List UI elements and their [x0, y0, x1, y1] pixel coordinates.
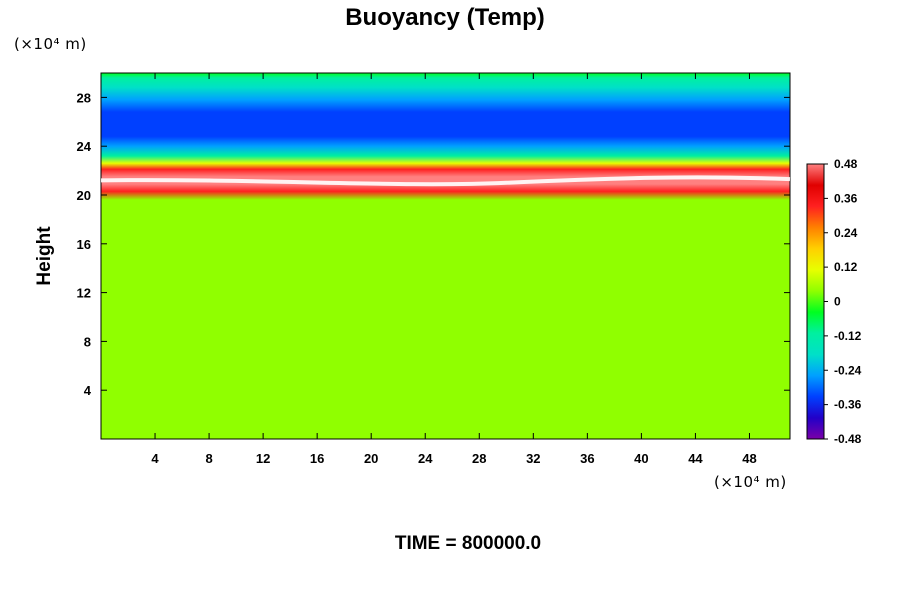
y-tick-label: 24	[77, 139, 92, 154]
time-label: TIME = 800000.0	[395, 533, 541, 554]
plot-frame	[100, 72, 791, 440]
field-bands	[100, 175, 791, 187]
x-axis: 4 8 12 16 20 24 28 32 36 40 44 48	[151, 73, 757, 466]
x-tick-label: 4	[151, 451, 159, 466]
x-tick-label: 32	[526, 451, 540, 466]
x-tick-label: 24	[418, 451, 433, 466]
y-tick-label: 8	[84, 334, 91, 349]
x-tick-label: 12	[256, 451, 270, 466]
chart-title: Buoyancy (Temp)	[345, 4, 545, 31]
y-tick-label: 4	[84, 383, 92, 398]
x-tick-label: 20	[364, 451, 378, 466]
x-tick-label: 36	[580, 451, 594, 466]
colorbar	[806, 163, 825, 440]
colorbar-tick-label: -0.24	[834, 363, 862, 377]
colorbar-ticks: 0.48 0.36 0.24 0.12 0 -0.12 -0.24 -0.36 -0.48	[824, 157, 862, 446]
colorbar-tick-label: -0.36	[834, 398, 862, 412]
y-tick-label: 20	[77, 188, 91, 203]
y-tick-label: 12	[77, 286, 91, 301]
plot-area	[101, 73, 790, 439]
colorbar-tick-label: 0.48	[834, 157, 858, 171]
x-tick-label: 44	[688, 451, 703, 466]
y-unit-label: (×10⁴ m)	[14, 35, 87, 53]
colorbar-tick-label: 0.36	[834, 191, 858, 205]
y-tick-label: 28	[77, 90, 91, 105]
x-tick-label: 28	[472, 451, 486, 466]
colorbar-tick-label: -0.48	[834, 432, 862, 446]
x-unit-label: (×10⁴ m)	[714, 473, 787, 491]
x-tick-label: 48	[742, 451, 756, 466]
colorbar-tick-label: 0.24	[834, 226, 858, 240]
colorbar-tick-label: -0.12	[834, 329, 862, 343]
warm-core-band	[100, 175, 791, 187]
colorbar-tick-label: 0.12	[834, 260, 858, 274]
x-tick-label: 8	[205, 451, 212, 466]
colorbar-tick-label: 0	[834, 295, 841, 309]
x-tick-label: 40	[634, 451, 648, 466]
y-axis-title: Height	[34, 226, 55, 286]
x-tick-label: 16	[310, 451, 324, 466]
y-axis: 4 8 12 16 20 24 28	[77, 90, 790, 398]
y-tick-label: 16	[77, 237, 91, 252]
